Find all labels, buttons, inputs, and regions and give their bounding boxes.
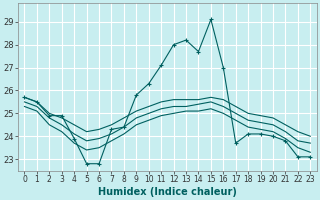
X-axis label: Humidex (Indice chaleur): Humidex (Indice chaleur) [98,187,237,197]
